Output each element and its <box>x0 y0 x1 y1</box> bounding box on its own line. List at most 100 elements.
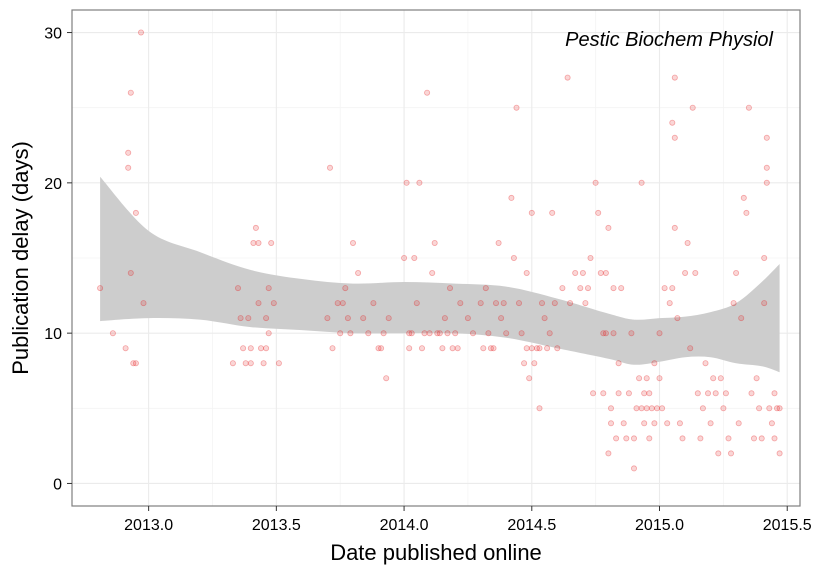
data-point <box>539 300 546 307</box>
data-point <box>646 390 653 397</box>
data-point <box>654 405 661 412</box>
minor-gridlines <box>72 10 800 506</box>
data-point <box>508 194 515 201</box>
data-point <box>610 285 617 292</box>
data-point <box>490 345 497 352</box>
data-point <box>702 360 709 367</box>
data-point <box>421 330 428 337</box>
data-point <box>771 435 778 442</box>
x-tick-label: 2014.5 <box>507 517 556 534</box>
data-point <box>707 420 714 427</box>
data-point <box>324 315 331 322</box>
data-point <box>643 405 650 412</box>
data-point <box>252 224 259 231</box>
data-point <box>615 390 622 397</box>
data-point <box>518 330 525 337</box>
data-point <box>482 285 489 292</box>
data-point <box>715 450 722 457</box>
data-point <box>671 224 678 231</box>
data-point <box>526 375 533 382</box>
data-point <box>125 149 132 156</box>
data-point <box>641 420 648 427</box>
data-point <box>329 345 336 352</box>
data-point <box>342 285 349 292</box>
data-point <box>656 375 663 382</box>
data-point <box>725 435 732 442</box>
data-point <box>130 360 137 367</box>
data-point <box>669 119 676 126</box>
data-point <box>541 315 548 322</box>
data-point <box>620 420 627 427</box>
data-point <box>623 435 630 442</box>
data-point <box>625 390 632 397</box>
data-point <box>697 435 704 442</box>
data-point <box>441 315 448 322</box>
data-point <box>347 330 354 337</box>
data-point <box>523 269 530 276</box>
data-point <box>768 420 775 427</box>
data-point <box>431 239 438 246</box>
data-point <box>464 315 471 322</box>
data-point <box>355 269 362 276</box>
data-point <box>122 345 129 352</box>
data-point <box>684 239 691 246</box>
data-point <box>587 254 594 261</box>
major-gridlines <box>72 10 800 506</box>
data-point <box>485 330 492 337</box>
data-point <box>255 300 262 307</box>
data-point <box>380 330 387 337</box>
data-point <box>257 345 264 352</box>
data-point <box>743 209 750 216</box>
data-point <box>712 390 719 397</box>
data-point <box>641 390 648 397</box>
data-point <box>424 89 431 96</box>
y-tick-label: 10 <box>44 326 62 343</box>
data-point <box>745 104 752 111</box>
data-point <box>127 89 134 96</box>
data-point <box>406 330 413 337</box>
data-point <box>229 360 236 367</box>
data-point <box>733 269 740 276</box>
data-point <box>585 285 592 292</box>
data-point <box>763 164 770 171</box>
data-point <box>671 134 678 141</box>
data-point <box>638 405 645 412</box>
data-point <box>487 345 494 352</box>
y-axis-title: Publication delay (days) <box>8 141 33 375</box>
data-point <box>408 330 415 337</box>
data-point <box>418 345 425 352</box>
data-point <box>728 450 735 457</box>
x-tick-label: 2013.0 <box>124 517 173 534</box>
data-point <box>567 300 574 307</box>
data-point <box>597 269 604 276</box>
data-point <box>776 405 783 412</box>
data-point <box>720 405 727 412</box>
data-point <box>559 285 566 292</box>
panel-border <box>71 9 801 507</box>
data-point <box>275 360 282 367</box>
data-point <box>656 330 663 337</box>
data-point <box>705 390 712 397</box>
data-point <box>536 345 543 352</box>
data-point <box>602 330 609 337</box>
data-point <box>766 405 773 412</box>
data-point <box>674 315 681 322</box>
data-point <box>738 315 745 322</box>
data-point <box>633 405 640 412</box>
y-axis-ticks: 0 10 20 30 <box>44 26 72 493</box>
data-point <box>564 74 571 81</box>
data-point <box>344 315 351 322</box>
data-point <box>682 269 689 276</box>
data-point <box>608 420 615 427</box>
data-point <box>579 269 586 276</box>
data-point <box>679 435 686 442</box>
data-point <box>495 239 502 246</box>
data-point <box>710 375 717 382</box>
data-point <box>510 254 517 261</box>
data-point <box>247 345 254 352</box>
data-point <box>763 179 770 186</box>
data-point <box>605 450 612 457</box>
data-point <box>270 300 277 307</box>
data-point <box>608 405 615 412</box>
